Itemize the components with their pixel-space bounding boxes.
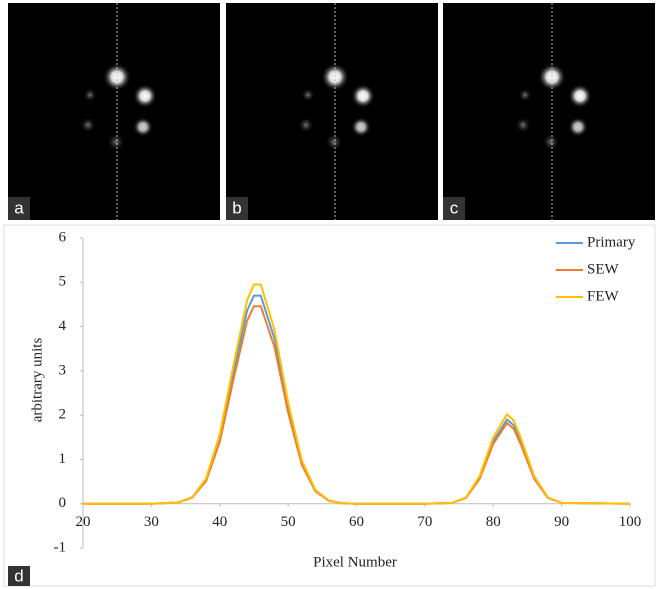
x-tick-label: 90 [554, 514, 569, 530]
y-tick-label: 0 [59, 495, 67, 511]
x-tick-label: 80 [486, 514, 501, 530]
panel-label: b [232, 198, 241, 217]
x-tick-label: 100 [619, 514, 642, 530]
x-tick-label: 60 [349, 514, 364, 530]
x-tick-label: 30 [144, 514, 159, 530]
x-tick-label: 20 [76, 514, 91, 530]
y-tick-label: 2 [59, 407, 67, 423]
x-axis-label: Pixel Number [313, 554, 397, 570]
x-tick-label: 70 [417, 514, 432, 530]
x-tick-label: 50 [281, 514, 296, 530]
panel-label: d [14, 566, 23, 585]
series-line [83, 305, 631, 505]
legend-label: SEW [587, 261, 620, 277]
y-tick-label: -1 [54, 539, 67, 555]
y-tick-label: 3 [59, 362, 67, 378]
y-tick-label: 5 [59, 274, 67, 290]
image-panels: a b c [7, 2, 656, 221]
legend-label: Primary [587, 234, 636, 250]
chart-frame [3, 224, 656, 587]
y-tick-label: 1 [59, 451, 67, 467]
legend-label: FEW [587, 288, 620, 304]
series-line [83, 283, 631, 505]
y-axis-label: arbitrary units [29, 338, 45, 423]
y-tick-label: 6 [59, 229, 67, 245]
panel-label-box [8, 566, 30, 586]
series-line [83, 294, 631, 505]
x-tick-label: 40 [212, 514, 227, 530]
panel-label: c [450, 198, 459, 217]
y-tick-label: 4 [59, 318, 67, 334]
panel-label: a [14, 198, 24, 217]
